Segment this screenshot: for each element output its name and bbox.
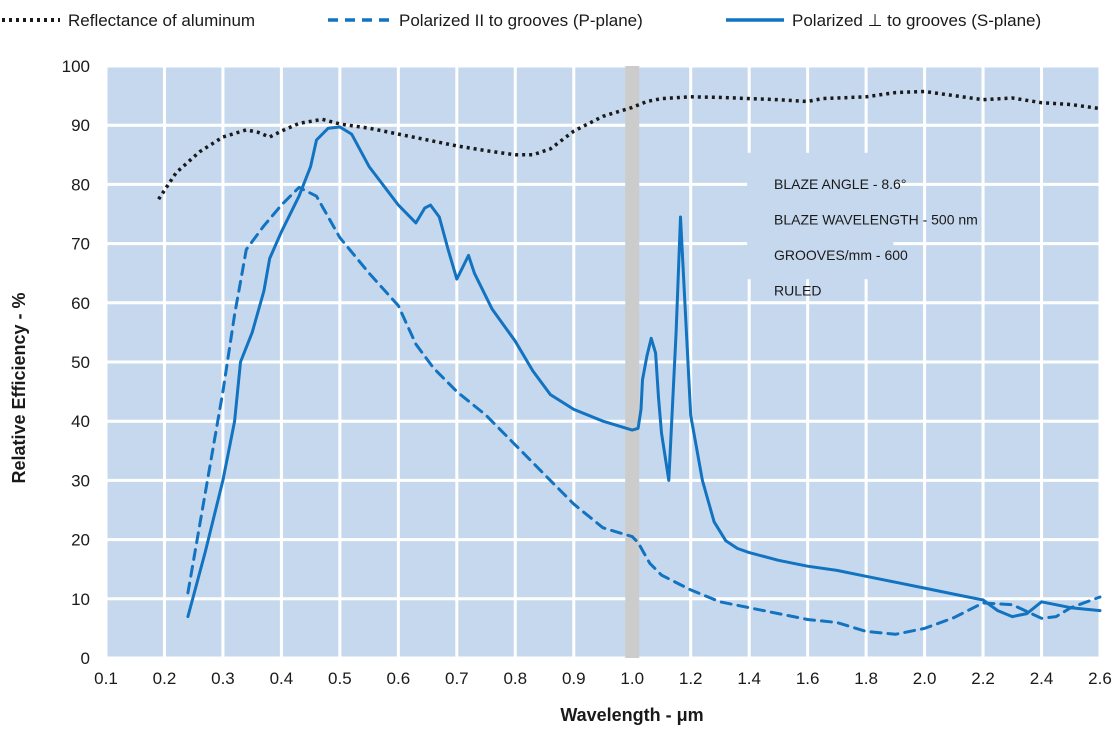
y-tick-label: 10 [71,590,90,609]
x-axis-ticks: 0.1 0.2 0.3 0.4 0.5 0.6 0.7 0.8 0.9 1.0 1.2 1.4 1.6 1… [94,669,1112,688]
x-tick-label: 0.4 [270,669,294,688]
y-tick-label: 40 [71,412,90,431]
x-tick-label: 2.2 [971,669,995,688]
x-tick-label: 0.9 [562,669,586,688]
highlight-band-rect [625,66,640,658]
series-line-3 [186,125,1102,619]
y-tick-label: 30 [71,471,90,490]
y-tick-label: 90 [71,116,90,135]
x-tick-label: 0.6 [387,669,411,688]
x-tick-label: 0.3 [211,669,235,688]
y-tick-label: 100 [62,57,90,76]
x-tick-label: 0.5 [328,669,352,688]
series-line-1 [157,89,1101,201]
y-tick-label: 50 [71,353,90,372]
legend: Reflectance of aluminum Polarized II to g… [2,11,1041,30]
legend-label-2: Polarized II to grooves (P-plane) [399,11,643,30]
x-tick-label: 0.2 [153,669,177,688]
annotation-line: GROOVES/mm - 600 [774,247,908,263]
x-tick-label: 1.0 [620,669,644,688]
x-tick-label: 1.6 [796,669,820,688]
y-tick-label: 20 [71,531,90,550]
annotation-line: RULED [774,283,821,299]
x-tick-label: 2.0 [913,669,937,688]
annotation-background [747,152,894,280]
x-tick-label: 1.4 [737,669,761,688]
grid [104,64,1102,660]
x-tick-label: 0.1 [94,669,118,688]
y-axis-ticks: 0 10 20 30 40 50 60 70 80 90 100 [62,57,90,668]
y-tick-label: 60 [71,294,90,313]
x-tick-label: 0.8 [503,669,527,688]
highlight-band [625,66,640,658]
x-tick-label: 1.8 [854,669,878,688]
x-tick-label: 0.7 [445,669,469,688]
legend-label-3: Polarized ⊥ to grooves (S-plane) [792,11,1041,30]
y-tick-label: 70 [71,235,90,254]
y-tick-label: 0 [81,649,90,668]
annotation-line: BLAZE ANGLE - 8.6° [774,176,906,192]
legend-label-1: Reflectance of aluminum [68,11,255,30]
x-tick-label: 2.4 [1030,669,1054,688]
y-axis-title: Relative Efficiency - % [9,292,29,483]
x-tick-label: 2.6 [1088,669,1112,688]
y-tick-label: 80 [71,175,90,194]
x-tick-label: 1.2 [679,669,703,688]
x-axis-title: Wavelength - μm [560,705,703,725]
annotation-line: BLAZE WAVELENGTH - 500 nm [774,212,978,228]
series-group [157,89,1102,636]
annotation-box: BLAZE ANGLE - 8.6° BLAZE WAVELENGTH - 500… [747,152,978,299]
series-line-2 [186,185,1102,636]
